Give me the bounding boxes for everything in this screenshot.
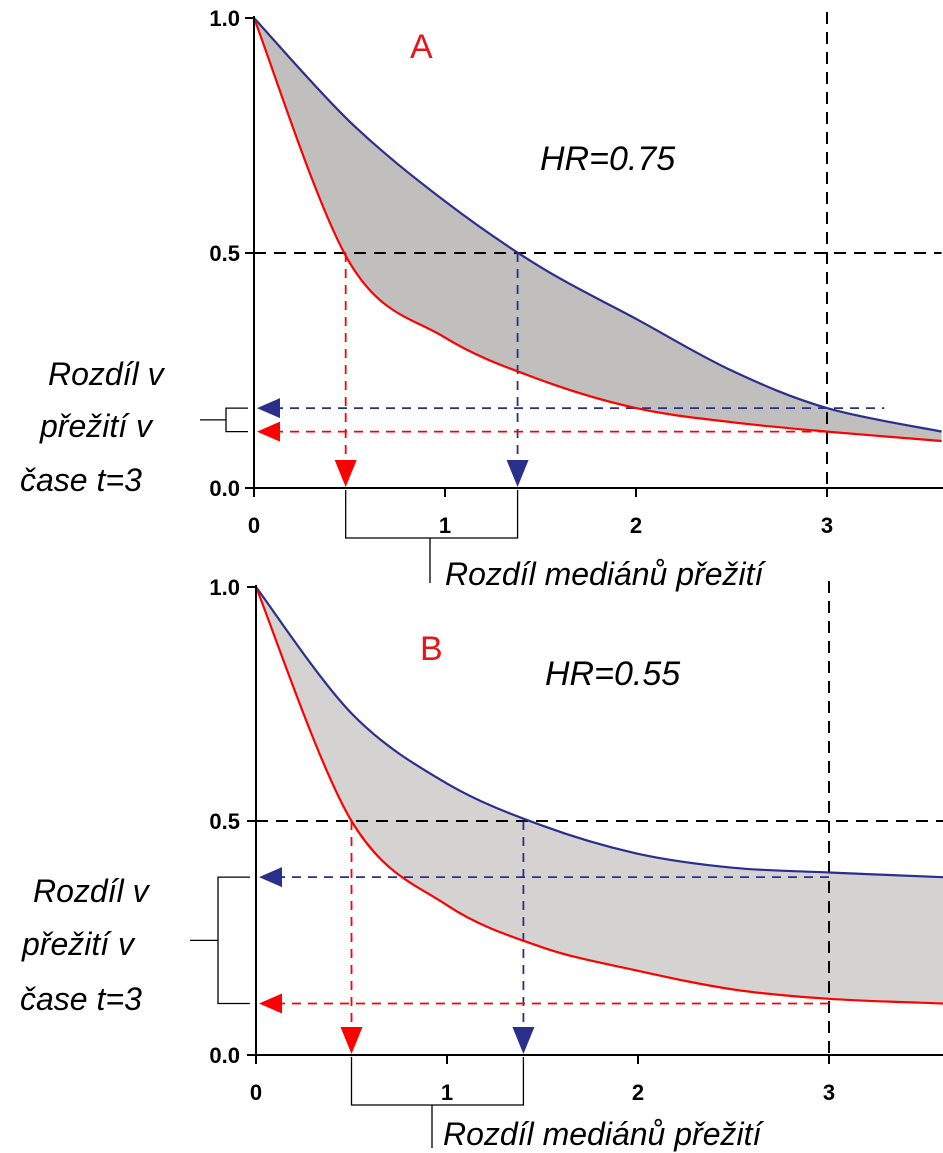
blue-median-arrow bbox=[506, 460, 529, 487]
panel-a-guides bbox=[254, 12, 942, 488]
y-tick-label: 1.0 bbox=[209, 6, 240, 31]
panel-a-red-curve bbox=[252, 17, 942, 443]
panel-b-shaded-area-smooth bbox=[256, 587, 943, 1004]
y-tick-label: 0.0 bbox=[209, 476, 240, 501]
red-median-arrow bbox=[340, 1027, 363, 1054]
y-tick-label: 0.5 bbox=[209, 809, 240, 834]
blue-median-arrow bbox=[512, 1027, 535, 1054]
y-tick-label: 0.0 bbox=[209, 1043, 240, 1068]
x-tick-label: 2 bbox=[632, 1080, 644, 1105]
panel-b-red-curve bbox=[254, 586, 943, 1005]
panel-b-hr-label: HR=0.55 bbox=[545, 655, 680, 693]
panel-b-letter: B bbox=[420, 630, 443, 668]
panel-a-survival-bracket bbox=[200, 407, 248, 433]
panel-a-survival-diff-line1: Rozdíl v bbox=[48, 356, 166, 392]
red-survival-arrow bbox=[257, 421, 280, 442]
panel-a: 0.0 0.5 1.0 0 1 2 3 A HR=0.75 Rozdíl v přežití… bbox=[20, 6, 943, 592]
panel-a-letter: A bbox=[410, 28, 433, 66]
panel-b-median-bracket bbox=[350, 1057, 525, 1148]
panel-a-survival-diff-line3: čase t=3 bbox=[20, 462, 142, 498]
panel-a-survival-diff-line2: přežití v bbox=[39, 408, 154, 444]
panel-b-arrows bbox=[259, 867, 535, 1054]
y-tick-label: 1.0 bbox=[209, 575, 240, 600]
panel-b-ticks: 0.0 0.5 1.0 0 1 2 3 bbox=[209, 575, 835, 1105]
x-tick-label: 3 bbox=[821, 513, 833, 538]
blue-survival-arrow bbox=[259, 867, 282, 888]
red-median-arrow bbox=[334, 460, 357, 487]
panel-b-survival-diff-line3: čase t=3 bbox=[20, 981, 142, 1017]
red-survival-arrow bbox=[259, 993, 282, 1014]
panel-a-median-diff-label: Rozdíl mediánů přežití bbox=[445, 556, 766, 592]
panel-a-hr-label: HR=0.75 bbox=[540, 140, 675, 178]
blue-survival-arrow bbox=[257, 398, 280, 419]
panel-a-median-bracket bbox=[345, 490, 519, 583]
x-tick-label: 1 bbox=[441, 1080, 453, 1105]
x-tick-label: 0 bbox=[250, 1080, 262, 1105]
panel-a-blue-curve bbox=[253, 17, 942, 433]
x-tick-label: 1 bbox=[439, 513, 451, 538]
panel-b-guides bbox=[256, 581, 943, 1055]
panel-b: 0.0 0.5 1.0 0 1 2 3 B HR=0.55 Rozdíl v přežití… bbox=[20, 575, 943, 1152]
panel-a-arrows bbox=[257, 398, 529, 487]
panel-b-blue-curve bbox=[255, 586, 943, 879]
x-tick-label: 0 bbox=[248, 513, 260, 538]
y-tick-label: 0.5 bbox=[209, 241, 240, 266]
panel-b-survival-bracket bbox=[190, 876, 250, 1005]
panel-b-survival-diff-line2: přežití v bbox=[21, 926, 136, 962]
panel-b-survival-diff-line1: Rozdíl v bbox=[33, 873, 151, 909]
panel-b-median-diff-label: Rozdíl mediánů přežití bbox=[443, 1116, 764, 1152]
x-tick-label: 3 bbox=[823, 1080, 835, 1105]
panel-a-shaded-area-smooth bbox=[254, 18, 942, 441]
panel-a-ticks: 0.0 0.5 1.0 0 1 2 3 bbox=[209, 6, 833, 538]
x-tick-label: 2 bbox=[630, 513, 642, 538]
